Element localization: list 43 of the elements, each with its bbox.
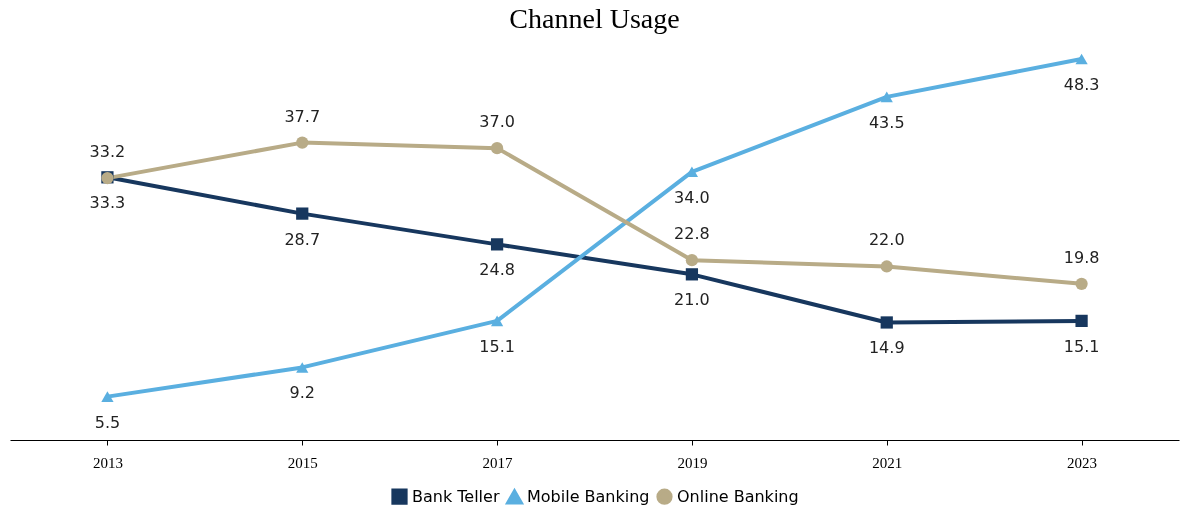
data-label: 22.8 xyxy=(674,224,710,244)
data-label: 19.8 xyxy=(1063,247,1100,267)
data-label: 9.2 xyxy=(289,383,315,403)
point xyxy=(490,315,504,327)
data-label: 28.7 xyxy=(284,229,321,249)
data-label: 34.0 xyxy=(674,187,710,207)
point xyxy=(880,91,893,103)
data-label: 33.2 xyxy=(89,142,126,162)
data-label: 14.9 xyxy=(868,338,905,358)
point xyxy=(296,207,309,220)
chart-title: Channel Usage xyxy=(509,2,680,34)
legend-label: Mobile Banking xyxy=(527,487,650,507)
point xyxy=(1075,277,1088,290)
x-tick-label: 2019 xyxy=(677,454,708,471)
point xyxy=(1075,53,1088,65)
point xyxy=(685,254,699,267)
x-tick-label: 2015 xyxy=(287,454,318,471)
point xyxy=(880,316,893,329)
point xyxy=(490,142,504,155)
point xyxy=(880,260,893,273)
point xyxy=(101,391,114,402)
data-label: 15.1 xyxy=(1063,336,1100,356)
legend-label: Online Banking xyxy=(677,486,799,506)
point xyxy=(490,238,504,251)
data-label: 21.0 xyxy=(674,290,710,310)
x-tick-label: 2023 xyxy=(1067,454,1098,471)
data-label: 37.7 xyxy=(284,106,321,126)
x-tick-label: 2017 xyxy=(482,454,514,471)
point xyxy=(685,268,699,281)
data-label: 43.5 xyxy=(868,112,905,132)
point xyxy=(296,362,309,373)
point xyxy=(1075,314,1088,328)
x-tick-label: 2013 xyxy=(92,454,123,471)
data-label: 15.1 xyxy=(479,336,515,356)
point xyxy=(296,136,309,149)
data-label: 33.3 xyxy=(89,193,126,213)
data-label: 48.3 xyxy=(1063,75,1100,94)
x-tick-label: 2021 xyxy=(872,454,903,471)
data-label: 5.5 xyxy=(94,412,121,432)
legend-label: Bank Teller xyxy=(412,486,500,506)
data-label: 24.8 xyxy=(479,260,515,280)
data-label: 22.0 xyxy=(868,230,905,250)
data-label: 37.0 xyxy=(479,112,515,132)
